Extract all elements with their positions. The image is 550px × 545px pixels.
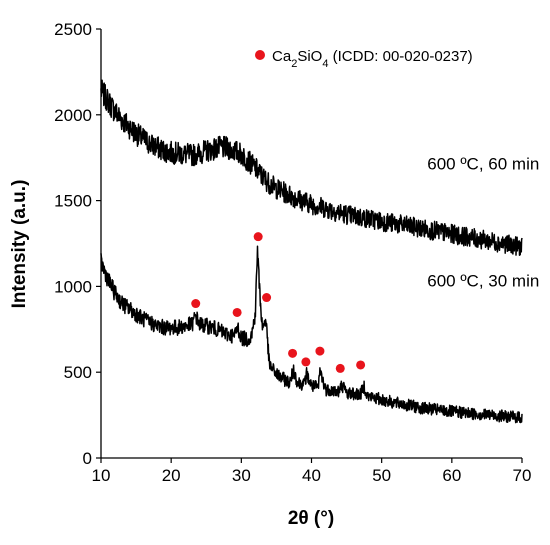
peak-marker [253,232,263,242]
x-axis-title: 2θ (°) [288,508,334,529]
y-tick-label: 500 [64,363,92,382]
x-tick-label: 60 [442,466,461,485]
x-tick-label: 70 [513,466,532,485]
y-tick-label: 1000 [54,277,92,296]
x-tick-label: 40 [302,466,321,485]
peak-marker [232,307,242,317]
legend-marker [255,50,265,60]
y-axis-title: Intensity (a.u.) [9,180,30,309]
x-tick-label: 10 [92,466,111,485]
peak-marker [301,357,311,367]
peak-marker [288,348,298,358]
y-tick-label: 1500 [54,192,92,211]
traces [100,79,523,424]
peak-markers [191,232,366,373]
peak-marker [335,363,345,373]
x-tick-label: 50 [372,466,391,485]
y-tick-label: 0 [83,449,92,468]
legend: Ca2SiO4 (ICDD: 00-020-0237) [255,48,473,70]
series-annotation-2: 600 ºC, 30 min [427,271,539,290]
series-line-1 [100,79,523,256]
series-annotation-1: 600 ºC, 60 min [427,155,539,174]
peak-marker [315,346,325,356]
series-line-2 [100,245,523,424]
x-tick-label: 20 [162,466,181,485]
y-tick-label: 2000 [54,106,92,125]
peak-marker [191,299,201,309]
annotations: 600 ºC, 60 min 600 ºC, 30 min [427,155,539,291]
ticks: 10 20 30 40 50 60 70 0 500 1000 1500 2000 2500 [54,20,531,485]
x-tick-label: 30 [232,466,251,485]
y-tick-label: 2500 [54,20,92,39]
peak-marker [356,360,366,370]
peak-marker [262,293,272,303]
legend-label: Ca2SiO4 (ICDD: 00-020-0237) [272,48,473,70]
